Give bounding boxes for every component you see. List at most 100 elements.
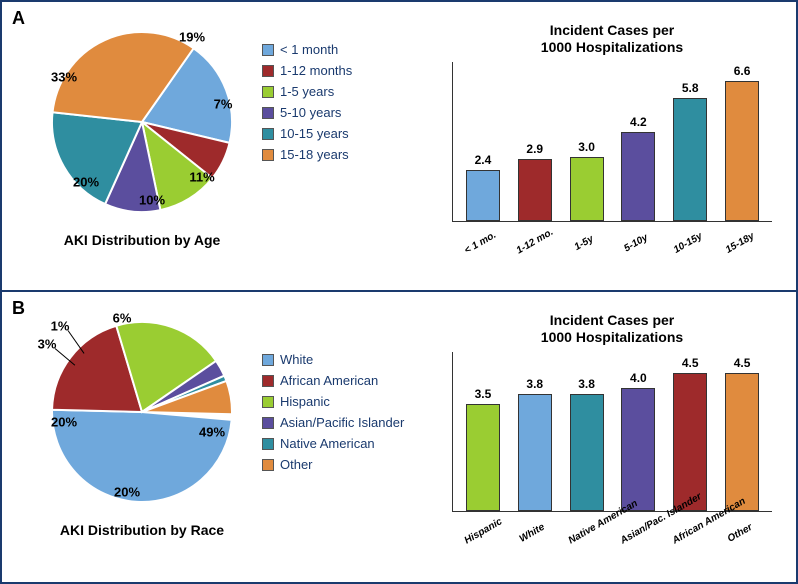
legend-race: White African American Hispanic Asian/Pacif… (262, 352, 404, 478)
bar-value-label: 2.9 (526, 142, 543, 156)
bar-x-label: Other (723, 520, 758, 547)
panel-a: A 19%7%11%10%20%33% AKI Distribution by … (2, 2, 796, 292)
panel-a-letter: A (12, 8, 25, 29)
bar: 4.5 (725, 373, 759, 511)
legend-item: Other (262, 457, 404, 472)
legend-item: 15-18 years (262, 147, 352, 162)
bar-a-row: 2.4 2.9 3.0 4.2 5.8 6.6 (453, 62, 772, 221)
bar: 3.8 (518, 394, 552, 510)
legend-item: Native American (262, 436, 404, 451)
bar-x-label: 15-18y (723, 230, 758, 257)
legend-label: White (280, 352, 313, 367)
bar: 2.4 (466, 170, 500, 221)
legend-item: 1-5 years (262, 84, 352, 99)
legend-item: Hispanic (262, 394, 404, 409)
bar-value-label: 6.6 (734, 64, 751, 78)
panel-b-letter: B (12, 298, 25, 319)
bar-x-label: Hispanic (463, 520, 498, 547)
legend-item: Asian/Pacific Islander (262, 415, 404, 430)
bar: 4.0 (621, 388, 655, 510)
legend-label: 15-18 years (280, 147, 349, 162)
bar-value-label: 5.8 (682, 81, 699, 95)
bar-b-row: 3.5 3.8 3.8 4.0 4.5 4.5 (453, 352, 772, 511)
bar-a-title-l2: 1000 Hospitalizations (541, 39, 683, 55)
bar-a-xlabels: < 1 mo.1-12 mo.1-5y5-10y10-15y15-18y (452, 226, 772, 237)
pie-b-wrap: 49%20%20%3%1%6% (42, 312, 242, 512)
bar-x-label: 10-15y (671, 230, 706, 257)
bar: 3.0 (570, 157, 604, 221)
legend-swatch (262, 44, 274, 56)
legend-label: 5-10 years (280, 105, 341, 120)
bar-a-title: Incident Cases per 1000 Hospitalizations (442, 22, 782, 56)
bar-value-label: 3.8 (578, 377, 595, 391)
bar-x-label: Asian/Pac. Islander (619, 520, 654, 547)
legend-label: Asian/Pacific Islander (280, 415, 404, 430)
legend-swatch (262, 149, 274, 161)
legend-label: 10-15 years (280, 126, 349, 141)
pie-a-caption: AKI Distribution by Age (42, 232, 242, 248)
bar-x-label: 1-12 mo. (515, 230, 550, 257)
legend-item: 1-12 months (262, 63, 352, 78)
panel-b: B 49%20%20%3%1%6% AKI Distribution by Ra… (2, 292, 796, 582)
bar-b-area: 3.5 3.8 3.8 4.0 4.5 4.5 (452, 352, 772, 512)
pie-b-caption: AKI Distribution by Race (42, 522, 242, 538)
bar-value-label: 4.5 (734, 356, 751, 370)
bar: 3.5 (466, 404, 500, 511)
legend-swatch (262, 417, 274, 429)
bar-b-title: Incident Cases per 1000 Hospitalizations (442, 312, 782, 346)
bar-value-label: 4.5 (682, 356, 699, 370)
legend-label: Other (280, 457, 313, 472)
bar: 2.9 (518, 159, 552, 220)
legend-swatch (262, 86, 274, 98)
legend-swatch (262, 459, 274, 471)
bar: 4.5 (673, 373, 707, 511)
legend-swatch (262, 65, 274, 77)
legend-label: Hispanic (280, 394, 330, 409)
legend-swatch (262, 107, 274, 119)
bar-value-label: 3.8 (526, 377, 543, 391)
figure-container: A 19%7%11%10%20%33% AKI Distribution by … (0, 0, 798, 584)
bar-b-title-l2: 1000 Hospitalizations (541, 329, 683, 345)
bar-b-xlabels: HispanicWhiteNative AmericanAsian/Pac. I… (452, 516, 772, 527)
bar: 3.8 (570, 394, 604, 510)
legend-swatch (262, 438, 274, 450)
pie-chart-age (42, 22, 242, 222)
bar: 6.6 (725, 81, 759, 221)
legend-swatch (262, 354, 274, 366)
bar-chart-age: Incident Cases per 1000 Hospitalizations… (442, 22, 782, 272)
bar-x-label: Native American (567, 520, 602, 547)
bar-value-label: 2.4 (475, 153, 492, 167)
legend-swatch (262, 375, 274, 387)
legend-age: < 1 month 1-12 months 1-5 years 5-10 years 1… (262, 42, 352, 168)
pie-a-wrap: 19%7%11%10%20%33% (42, 22, 242, 222)
bar-x-label: African American (671, 520, 706, 547)
legend-swatch (262, 396, 274, 408)
legend-swatch (262, 128, 274, 140)
legend-item: African American (262, 373, 404, 388)
bar-value-label: 4.2 (630, 115, 647, 129)
bar-x-label: 5-10y (619, 230, 654, 257)
legend-item: 5-10 years (262, 105, 352, 120)
bar-value-label: 4.0 (630, 371, 647, 385)
bar: 5.8 (673, 98, 707, 221)
bar-x-label: < 1 mo. (463, 230, 498, 257)
legend-label: < 1 month (280, 42, 338, 57)
bar-a-area: 2.4 2.9 3.0 4.2 5.8 6.6 (452, 62, 772, 222)
pie-chart-race (42, 312, 242, 512)
legend-item: < 1 month (262, 42, 352, 57)
bar-value-label: 3.0 (578, 140, 595, 154)
legend-label: African American (280, 373, 378, 388)
bar-chart-race: Incident Cases per 1000 Hospitalizations… (442, 312, 782, 562)
pie-slice (52, 410, 232, 502)
legend-item: 10-15 years (262, 126, 352, 141)
legend-label: 1-5 years (280, 84, 334, 99)
bar-a-title-l1: Incident Cases per (550, 22, 675, 38)
bar-x-label: 1-5y (567, 230, 602, 257)
legend-label: Native American (280, 436, 375, 451)
bar-value-label: 3.5 (475, 387, 492, 401)
legend-label: 1-12 months (280, 63, 352, 78)
bar-x-label: White (515, 520, 550, 547)
bar-b-title-l1: Incident Cases per (550, 312, 675, 328)
legend-item: White (262, 352, 404, 367)
bar: 4.2 (621, 132, 655, 221)
